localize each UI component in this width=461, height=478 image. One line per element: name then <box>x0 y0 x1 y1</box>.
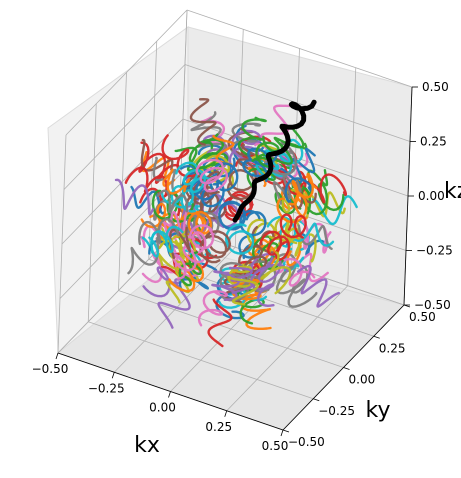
z-axis-label: kz <box>444 179 461 204</box>
x-tick-label-0: −0.50 <box>32 362 69 376</box>
grid-back-z-4 <box>186 9 413 88</box>
trajectory-158 <box>260 251 292 295</box>
z-tick-label-0: −0.50 <box>414 298 451 312</box>
trajectory-143 <box>161 134 196 178</box>
trajectory-144 <box>211 270 240 301</box>
y-tick-mark-0 <box>282 429 290 433</box>
x-tick-mark-1 <box>111 372 115 379</box>
trajectory-104 <box>157 278 191 329</box>
trajectory-135 <box>189 98 217 146</box>
y-tick-label-0: −0.50 <box>288 435 325 449</box>
x-tick-mark-2 <box>168 391 171 398</box>
trajectory-121 <box>163 168 191 195</box>
trajectory-153 <box>279 213 307 239</box>
trajectory-133 <box>207 298 233 348</box>
trajectory-92 <box>300 182 345 216</box>
x-tick-mark-0 <box>55 352 59 360</box>
trajectory-134 <box>249 266 275 307</box>
gridlines <box>57 9 413 431</box>
trajectory-148 <box>228 275 259 306</box>
grid-left-z-2 <box>61 118 184 245</box>
y-tick-label-3: 0.25 <box>379 341 406 355</box>
trajectory-122 <box>262 128 305 165</box>
trajectory-96 <box>301 219 332 254</box>
y-axis-label: ky <box>366 398 391 423</box>
trajectory-149 <box>175 161 211 194</box>
x-axis-label: kx <box>134 433 160 458</box>
x-tick-label-2: 0.00 <box>149 401 176 415</box>
trajectory-39 <box>311 195 358 226</box>
trajectory-112 <box>237 116 267 157</box>
y-tick-mark-3 <box>373 335 380 339</box>
trajectory-156 <box>195 158 228 193</box>
trajectory-137 <box>127 237 160 275</box>
trajectory-78 <box>268 217 300 245</box>
y-tick-mark-2 <box>343 367 350 370</box>
trajectory-101 <box>181 210 212 236</box>
trajectory-139 <box>255 149 286 178</box>
trajectory-142 <box>178 251 202 287</box>
highlighted-trajectory <box>232 99 317 223</box>
trajectory-124 <box>228 266 255 295</box>
x-tick-label-1: −0.25 <box>88 381 125 395</box>
x-tick-label-4: 0.50 <box>262 439 289 453</box>
trajectory-151 <box>288 172 318 206</box>
y-tick-label-1: −0.25 <box>318 404 355 418</box>
y-tick-mark-1 <box>313 398 320 402</box>
trajectory-157 <box>138 218 180 246</box>
grid-back-z-3 <box>184 64 411 142</box>
trajectory-159 <box>148 225 184 258</box>
grid-left-z-3 <box>63 64 186 190</box>
x-tick-mark-3 <box>224 410 228 417</box>
panes <box>47 26 413 431</box>
y-tick-label-2: 0.00 <box>349 373 376 387</box>
y-tick-labels: −0.50 −0.25 0.00 0.25 0.50 <box>282 304 436 449</box>
trajectory-129 <box>294 222 335 247</box>
grid-left-y-4 <box>178 9 188 229</box>
trajectory-146 <box>172 246 205 280</box>
trajectory-89 <box>225 223 255 255</box>
grid-back-x-3 <box>347 67 357 286</box>
trajectory-147 <box>156 189 189 213</box>
x-tick-labels: −0.50 −0.25 0.00 0.25 0.50 <box>32 352 289 453</box>
z-tick-labels: −0.50 −0.25 0.00 0.25 0.50 <box>404 80 453 312</box>
grid-floor-y-2 <box>118 290 344 368</box>
z-tick-label-3: 0.25 <box>420 135 447 149</box>
trajectory-70 <box>239 210 267 237</box>
grid-floor-x-3 <box>226 285 349 412</box>
trajectory-55 <box>140 138 174 172</box>
trajectories <box>114 98 358 348</box>
x-tick-label-3: 0.25 <box>205 420 232 434</box>
trajectory-37 <box>275 264 318 308</box>
x-tick-mark-4 <box>280 429 284 437</box>
grid-left-z-4 <box>65 9 188 136</box>
trajectory-154 <box>114 178 155 216</box>
highlight-trajectory-path <box>232 99 317 223</box>
z-tick-label-1: −0.25 <box>416 244 453 258</box>
y-tick-label-4: 0.50 <box>409 310 436 324</box>
trajectory-86 <box>197 290 229 327</box>
z-tick-label-4: 0.50 <box>422 80 449 94</box>
trajectory-114 <box>296 265 340 308</box>
z-tick-label-2: 0.00 <box>418 189 445 203</box>
